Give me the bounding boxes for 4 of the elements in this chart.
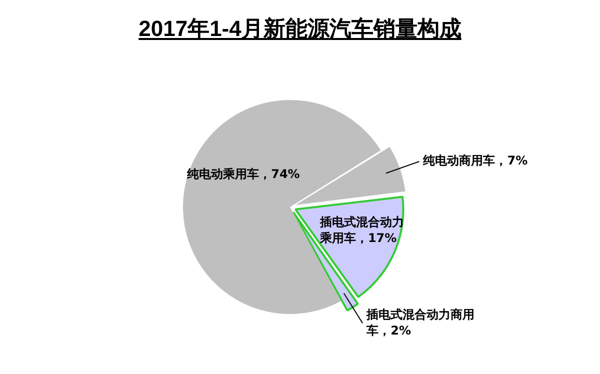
slice-label: 纯电动商用车，7% (422, 154, 528, 168)
slice-label: 纯电动乘用车，74% (186, 166, 300, 181)
slice-label: 插电式混合动力商用车，2% (366, 307, 475, 338)
chart-title: 2017年1-4月新能源汽车销量构成 (138, 15, 462, 43)
